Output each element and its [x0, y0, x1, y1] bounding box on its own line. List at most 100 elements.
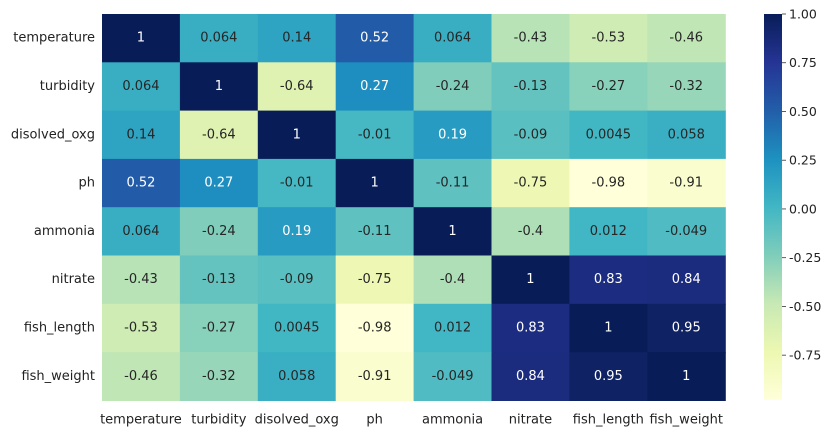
heatmap-cell: [413, 303, 493, 353]
heatmap-cell: [491, 207, 570, 257]
heatmap-cell: [179, 14, 259, 63]
cell-value-label: 0.14: [282, 31, 311, 46]
cell-value-label: -0.11: [358, 224, 392, 239]
y-tick-label: ph: [79, 176, 96, 191]
cell-value-label: -0.13: [514, 79, 548, 94]
cell-value-label: -0.46: [669, 31, 703, 46]
heatmap-cell: [257, 14, 337, 63]
cell-value-label: 0.27: [360, 79, 389, 94]
cell-value-label: -0.91: [669, 176, 703, 191]
heatmap-cell: [569, 303, 648, 353]
colorbar-tick-label: 0.00: [789, 201, 817, 216]
heatmap-cell: [569, 14, 648, 63]
heatmap-cell: [179, 110, 259, 160]
heatmap-cell: [647, 352, 726, 401]
heatmap-cell: [335, 303, 415, 353]
cell-value-label: -0.09: [514, 127, 548, 142]
cell-value-label: -0.24: [202, 224, 236, 239]
heatmap-cell: [413, 352, 493, 401]
heatmap-cell: [257, 110, 337, 160]
heatmap-cell: [491, 110, 570, 160]
cell-value-label: -0.75: [358, 272, 392, 287]
colorbar-ticks: 1.00 0.75 0.50 0.25 0.00 -0.25 -0.50 -0.75: [782, 7, 821, 363]
heatmap-cell: [102, 110, 181, 160]
heatmap-cell: [491, 14, 570, 63]
heatmap-cell: [413, 14, 493, 63]
cell-value-label: 0.83: [516, 320, 545, 335]
cell-value-label: 1: [215, 79, 223, 94]
heatmap-cell: [102, 14, 181, 63]
heatmap-cell: [647, 207, 726, 257]
heatmap-cell: [179, 158, 259, 208]
heatmap-cell: [335, 62, 415, 112]
x-tick-label: fish_length: [573, 412, 644, 427]
cell-value-label: -0.53: [592, 31, 626, 46]
cell-value-label: -0.98: [592, 176, 626, 191]
cell-value-label: 0.064: [434, 31, 471, 46]
cell-value-label: 0.058: [668, 127, 705, 142]
heatmap-cell: [569, 255, 648, 305]
cell-value-label: 0.27: [204, 176, 233, 191]
y-tick-label: disolved_oxg: [11, 127, 95, 142]
cell-value-label: 1: [448, 224, 456, 239]
colorbar-tick-label: 0.75: [789, 55, 817, 70]
cell-value-label: 1: [604, 320, 612, 335]
heatmap-cell: [491, 255, 570, 305]
cell-value-label: 0.19: [438, 127, 467, 142]
x-tick-label: temperature: [100, 412, 182, 427]
heatmap-cell: [335, 255, 415, 305]
cell-value-label: -0.43: [124, 272, 158, 287]
cell-value-label: -0.64: [202, 127, 236, 142]
heatmap-cell: [179, 207, 259, 257]
x-tick-label: fish_weight: [649, 412, 723, 427]
cell-value-label: 0.84: [516, 369, 545, 384]
colorbar-gradient: [764, 14, 782, 400]
heatmap-cell: [257, 62, 337, 112]
x-tick-label: ammonia: [422, 412, 483, 427]
cell-value-label: -0.91: [358, 369, 392, 384]
heatmap-cell: [569, 352, 648, 401]
x-tick-label: turbidity: [191, 412, 247, 427]
heatmap-cell: [257, 303, 337, 353]
y-tick-label: nitrate: [52, 272, 95, 287]
heatmap-cell: [647, 158, 726, 208]
heatmap-cell: [335, 352, 415, 401]
colorbar-tick-label: 0.50: [789, 104, 817, 119]
heatmap-cell: [179, 255, 259, 305]
cell-value-label: -0.01: [280, 176, 314, 191]
cell-value-label: 1: [526, 272, 534, 287]
y-tick-label: temperature: [13, 31, 95, 46]
heatmap-cell: [491, 62, 570, 112]
cell-value-label: 0.52: [360, 31, 389, 46]
heatmap-cell: [102, 62, 181, 112]
y-tick-label: fish_weight: [21, 369, 95, 384]
cell-value-label: -0.01: [358, 127, 392, 142]
colorbar-tick-label: 0.25: [789, 153, 817, 168]
cell-value-label: -0.32: [669, 79, 703, 94]
heatmap-cell: [102, 255, 181, 305]
cell-value-label: 0.14: [126, 127, 155, 142]
heatmap-cell: [102, 207, 181, 257]
cell-value-label: -0.24: [436, 79, 470, 94]
cell-value-label: 0.012: [590, 224, 627, 239]
cell-value-label: -0.09: [280, 272, 314, 287]
y-tick-label: ammonia: [34, 224, 95, 239]
heatmap-cell: [335, 158, 415, 208]
cell-value-label: -0.13: [202, 272, 236, 287]
heatmap-cell: [257, 255, 337, 305]
cell-value-label: 0.52: [126, 176, 155, 191]
heatmap-cell: [569, 158, 648, 208]
cell-value-label: 0.064: [122, 79, 159, 94]
cell-value-label: 1: [293, 127, 301, 142]
cell-value-label: 1: [371, 176, 379, 191]
cell-value-label: -0.32: [202, 369, 236, 384]
cell-value-label: 0.064: [200, 31, 237, 46]
cell-value-label: 0.83: [594, 272, 623, 287]
cell-value-label: 0.95: [672, 320, 701, 335]
cell-value-label: 0.0045: [274, 320, 320, 335]
cell-value-label: -0.53: [124, 320, 158, 335]
heatmap-cell: [413, 62, 493, 112]
cell-value-label: -0.27: [202, 320, 236, 335]
cell-value-label: -0.27: [592, 79, 626, 94]
cell-value-label: 0.0045: [586, 127, 632, 142]
